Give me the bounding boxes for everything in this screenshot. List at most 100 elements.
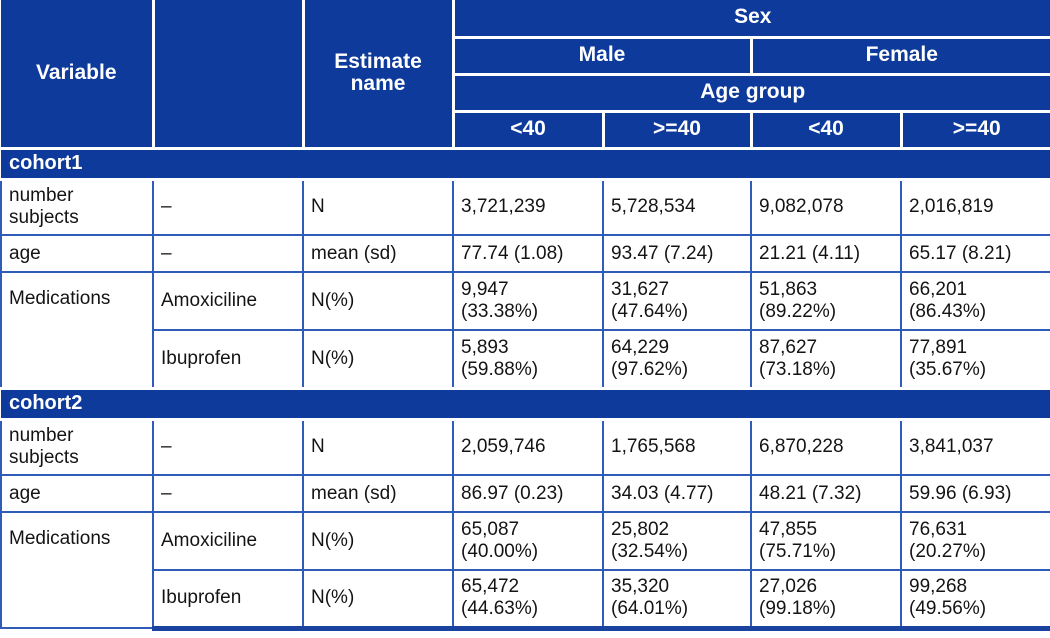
value-n: 99,268	[909, 576, 968, 598]
cell-variable-medications: Medications	[0, 271, 154, 389]
cell-value: 25,802 (32.54%)	[602, 511, 752, 571]
header-female-gte40: >=40	[899, 109, 1050, 150]
value-n: 66,201	[909, 279, 968, 301]
value-n: 51,863	[759, 279, 818, 301]
header-variable: Variable	[1, 0, 155, 150]
value-pct: (40.00%)	[461, 541, 539, 562]
cell-value: 6,870,228	[750, 418, 902, 476]
cell-estimate: N(%)	[302, 511, 454, 571]
cell-value: 65.17 (8.21)	[900, 234, 1050, 273]
cell-variable: number subjects	[0, 178, 154, 236]
cell-value: 47,855 (75.71%)	[750, 511, 902, 571]
section-header-cohort1: cohort1	[1, 146, 1050, 181]
value-n: 25,802	[611, 519, 670, 541]
cell-estimate: N	[302, 418, 454, 476]
cell-value: 99,268 (49.56%)	[900, 569, 1050, 631]
cell-estimate: mean (sd)	[302, 234, 454, 273]
cell-value: 2,059,746	[452, 418, 604, 476]
header-female: Female	[749, 35, 1050, 76]
cell-value: 3,841,037	[900, 418, 1050, 476]
cell-level: Amoxiciline	[152, 511, 304, 571]
cell-value: 9,947 (33.38%)	[452, 271, 604, 331]
value-n: 77,891	[909, 336, 968, 358]
value-pct: (97.62%)	[611, 358, 689, 380]
cell-value: 51,863 (89.22%)	[750, 271, 902, 331]
value-n: 35,320	[611, 576, 670, 598]
value-n: 5,893	[461, 336, 509, 358]
value-pct: (86.43%)	[909, 301, 987, 322]
value-pct: (32.54%)	[611, 541, 689, 562]
cell-value: 76,631 (20.27%)	[900, 511, 1050, 571]
cell-value: 35,320 (64.01%)	[602, 569, 752, 631]
value-n: 64,229	[611, 336, 670, 358]
value-pct: (33.38%)	[461, 301, 539, 322]
cell-estimate: N	[302, 178, 454, 236]
cell-value: 27,026 (99.18%)	[750, 569, 902, 631]
value-n: 87,627	[759, 336, 818, 358]
value-n: 76,631	[909, 519, 968, 541]
value-pct: (47.64%)	[611, 301, 689, 322]
value-pct: (99.18%)	[759, 598, 837, 620]
cell-value: 3,721,239	[452, 178, 604, 236]
variable-line2: subjects	[9, 207, 79, 229]
header-age-group: Age group	[451, 72, 1050, 113]
value-n: 9,947	[461, 279, 509, 301]
cell-value: 65,472 (44.63%)	[452, 569, 604, 631]
value-pct: (20.27%)	[909, 541, 987, 562]
cell-estimate: N(%)	[302, 569, 454, 631]
cell-level: Ibuprofen	[152, 569, 304, 631]
value-n: 65,087	[461, 519, 520, 541]
cell-level: –	[152, 418, 304, 476]
value-pct: (73.18%)	[759, 358, 837, 380]
cell-value: 5,893 (59.88%)	[452, 329, 604, 389]
header-female-lt40: <40	[749, 109, 903, 150]
header-male: Male	[451, 35, 753, 76]
value-n: 65,472	[461, 576, 520, 598]
variable-line2: subjects	[9, 447, 79, 469]
cell-value: 31,627 (47.64%)	[602, 271, 752, 331]
value-pct: (64.01%)	[611, 598, 689, 620]
cell-value: 48.21 (7.32)	[750, 474, 902, 513]
cell-value: 64,229 (97.62%)	[602, 329, 752, 389]
cell-estimate: mean (sd)	[302, 474, 454, 513]
value-pct: (49.56%)	[909, 598, 987, 620]
value-pct: (75.71%)	[759, 541, 837, 562]
cell-value: 77,891 (35.67%)	[900, 329, 1050, 389]
cell-value: 34.03 (4.77)	[602, 474, 752, 513]
cell-level: Ibuprofen	[152, 329, 304, 389]
cell-level: Amoxiciline	[152, 271, 304, 331]
value-pct: (44.63%)	[461, 598, 539, 620]
header-male-lt40: <40	[451, 109, 605, 150]
cell-value: 66,201 (86.43%)	[900, 271, 1050, 331]
variable-line1: number	[9, 185, 74, 207]
cell-estimate: N(%)	[302, 329, 454, 389]
value-pct: (59.88%)	[461, 358, 539, 380]
cell-value: 9,082,078	[750, 178, 902, 236]
header-estimate-line2: name	[350, 72, 406, 96]
cell-value: 93.47 (7.24)	[602, 234, 752, 273]
cell-value: 87,627 (73.18%)	[750, 329, 902, 389]
cell-value: 86.97 (0.23)	[452, 474, 604, 513]
cell-level: –	[152, 178, 304, 236]
cell-value: 65,087 (40.00%)	[452, 511, 604, 571]
cell-value: 77.74 (1.08)	[452, 234, 604, 273]
header-blank	[151, 0, 305, 150]
cell-variable: age	[0, 474, 154, 513]
value-pct: (35.67%)	[909, 358, 987, 380]
value-n: 31,627	[611, 279, 670, 301]
cell-estimate: N(%)	[302, 271, 454, 331]
cell-value: 2,016,819	[900, 178, 1050, 236]
value-n: 27,026	[759, 576, 818, 598]
cell-value: 21.21 (4.11)	[750, 234, 902, 273]
cell-variable: number subjects	[0, 418, 154, 476]
cell-level: –	[152, 234, 304, 273]
header-estimate-line1: Estimate	[334, 49, 422, 73]
value-n: 47,855	[759, 519, 818, 541]
cell-value: 5,728,534	[602, 178, 752, 236]
header-sex: Sex	[451, 0, 1050, 39]
value-pct: (89.22%)	[759, 301, 837, 322]
cell-variable: age	[0, 234, 154, 273]
cell-value: 1,765,568	[602, 418, 752, 476]
